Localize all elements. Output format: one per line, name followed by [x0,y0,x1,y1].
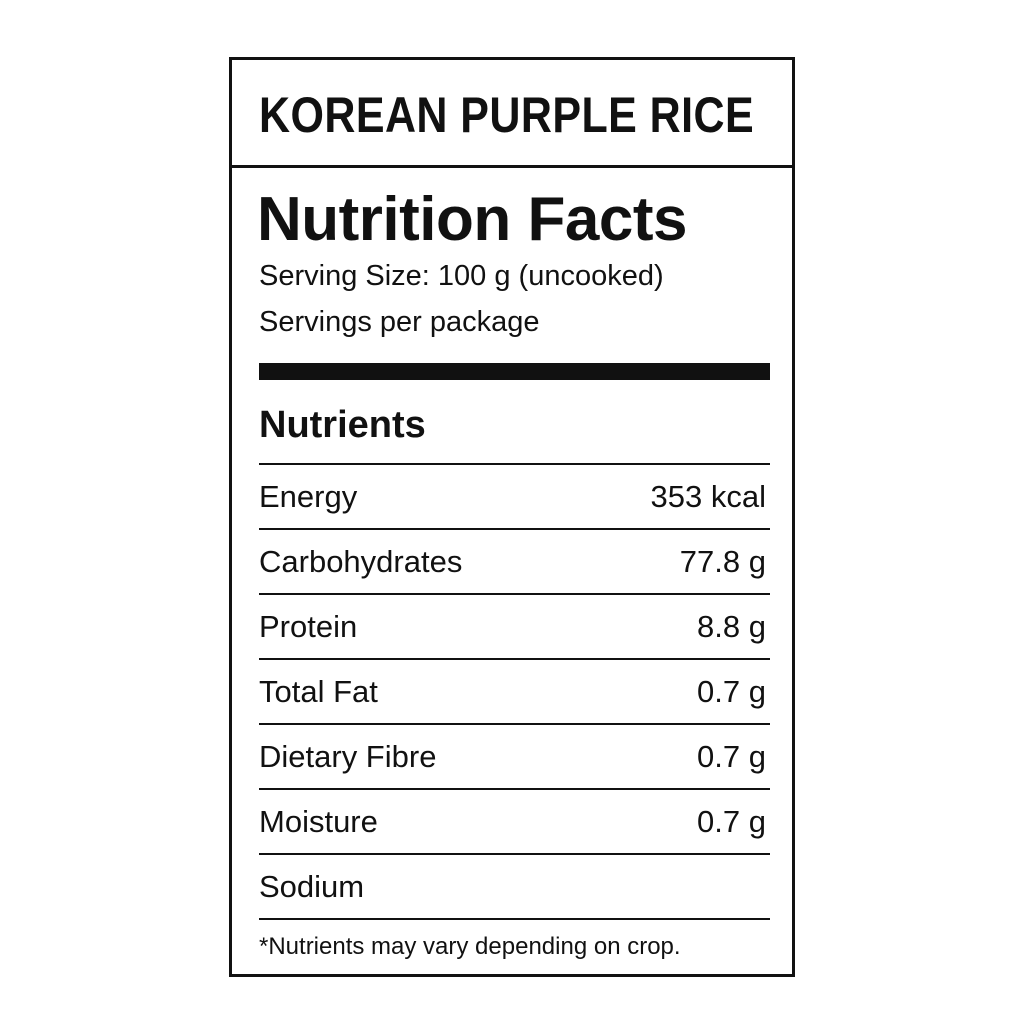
footnote: *Nutrients may vary depending on crop. [259,933,681,960]
thick-divider [259,363,770,380]
nutrient-row-energy: Energy 353 kcal [259,463,770,528]
nutrient-value: 77.8 g [679,543,766,579]
servings-per-package: Servings per package [259,306,540,338]
title-box: KOREAN PURPLE RICE [232,60,792,168]
product-name: KOREAN PURPLE RICE [259,87,755,143]
nutrient-row-dietary-fibre: Dietary Fibre 0.7 g [259,723,770,788]
nutrient-name: Total Fat [259,673,378,709]
nutrition-facts-heading: Nutrition Facts [257,185,687,254]
nutrient-name: Carbohydrates [259,543,463,579]
nutrient-row-sodium: Sodium [259,853,770,920]
nutrient-row-moisture: Moisture 0.7 g [259,788,770,853]
serving-size: Serving Size: 100 g (uncooked) [259,260,664,292]
nutrient-row-protein: Protein 8.8 g [259,593,770,658]
nutrient-value: 353 kcal [650,478,766,514]
nutrient-value: 0.7 g [697,738,766,774]
nutrient-row-total-fat: Total Fat 0.7 g [259,658,770,723]
nutrient-name: Sodium [259,868,365,904]
nutrient-table: Energy 353 kcal Carbohydrates 77.8 g Prote… [259,463,770,920]
nutrient-name: Protein [259,608,358,644]
nutrition-label: KOREAN PURPLE RICE Nutrition Facts Servi… [229,57,795,977]
nutrient-name: Energy [259,478,358,514]
nutrient-row-carbohydrates: Carbohydrates 77.8 g [259,528,770,593]
nutrient-value: 0.7 g [697,803,766,839]
nutrient-value: 0.7 g [697,673,766,709]
nutrients-heading: Nutrients [259,404,426,446]
nutrient-value: 8.8 g [697,608,766,644]
nutrient-name: Moisture [259,803,378,839]
nutrient-name: Dietary Fibre [259,738,437,774]
